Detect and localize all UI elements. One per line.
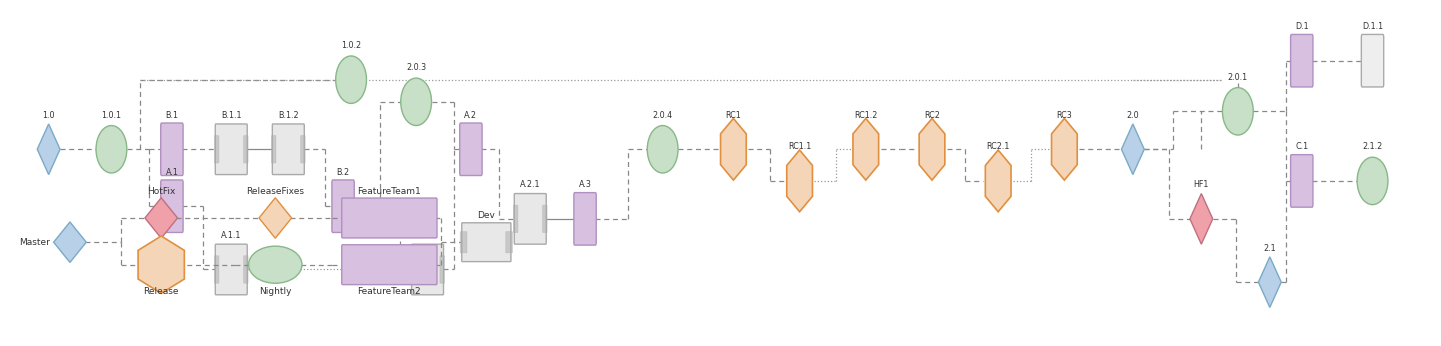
Ellipse shape (647, 126, 679, 173)
FancyBboxPatch shape (1291, 155, 1313, 207)
Text: B.1.1: B.1.1 (220, 111, 242, 120)
Polygon shape (259, 198, 291, 238)
FancyBboxPatch shape (543, 205, 548, 233)
FancyBboxPatch shape (1362, 35, 1383, 87)
Text: A.1.1: A.1.1 (220, 231, 242, 240)
Ellipse shape (401, 78, 431, 126)
Text: A.1.2: A.1.2 (418, 231, 438, 240)
FancyBboxPatch shape (215, 244, 248, 295)
Text: 2.1: 2.1 (1264, 244, 1277, 253)
Polygon shape (37, 124, 61, 175)
Polygon shape (853, 118, 879, 180)
Text: Release: Release (144, 287, 179, 296)
Text: 1.0.1: 1.0.1 (101, 111, 121, 120)
FancyBboxPatch shape (461, 223, 512, 262)
Polygon shape (146, 198, 177, 238)
FancyBboxPatch shape (271, 136, 275, 163)
Text: RC2.1: RC2.1 (987, 143, 1010, 152)
FancyBboxPatch shape (574, 193, 597, 245)
Text: FeatureTeam2: FeatureTeam2 (357, 287, 421, 296)
Text: ReleaseFixes: ReleaseFixes (246, 187, 304, 196)
Text: D.1: D.1 (1295, 22, 1308, 31)
Text: C.1: C.1 (1295, 143, 1308, 152)
FancyBboxPatch shape (161, 180, 183, 233)
FancyBboxPatch shape (272, 124, 304, 175)
FancyBboxPatch shape (244, 256, 248, 283)
Text: RC1: RC1 (725, 111, 741, 120)
Text: A.2: A.2 (464, 111, 477, 120)
Polygon shape (720, 118, 746, 180)
Polygon shape (787, 150, 813, 212)
Ellipse shape (1357, 157, 1388, 204)
Text: RC1.1: RC1.1 (788, 143, 811, 152)
FancyBboxPatch shape (215, 136, 219, 163)
FancyBboxPatch shape (411, 256, 415, 283)
FancyBboxPatch shape (514, 193, 546, 244)
FancyBboxPatch shape (342, 245, 437, 285)
Polygon shape (986, 150, 1012, 212)
Text: A.1: A.1 (166, 168, 179, 177)
Text: Nightly: Nightly (259, 287, 291, 296)
FancyBboxPatch shape (1291, 35, 1313, 87)
Polygon shape (919, 118, 945, 180)
Polygon shape (138, 236, 184, 293)
Ellipse shape (97, 126, 127, 173)
Text: 2.0.1: 2.0.1 (1228, 73, 1248, 82)
Text: RC3: RC3 (1056, 111, 1072, 120)
Text: Dev: Dev (477, 211, 496, 220)
Text: D.1.1: D.1.1 (1362, 22, 1383, 31)
Text: 2.0: 2.0 (1127, 111, 1140, 120)
Text: HotFix: HotFix (147, 187, 176, 196)
Text: FeatureTeam1: FeatureTeam1 (357, 187, 421, 196)
Text: B.1.2: B.1.2 (278, 111, 298, 120)
FancyBboxPatch shape (215, 124, 248, 175)
Text: RC1.2: RC1.2 (855, 111, 878, 120)
Text: Master: Master (19, 238, 50, 247)
Text: HF1: HF1 (1193, 181, 1209, 190)
Ellipse shape (336, 56, 366, 103)
Polygon shape (1121, 124, 1144, 175)
Text: 2.0.3: 2.0.3 (406, 63, 427, 72)
Ellipse shape (1222, 88, 1254, 135)
Text: 2.0.4: 2.0.4 (653, 111, 673, 120)
FancyBboxPatch shape (460, 123, 483, 175)
FancyBboxPatch shape (215, 256, 219, 283)
Polygon shape (1190, 193, 1213, 244)
FancyBboxPatch shape (331, 180, 354, 233)
FancyBboxPatch shape (342, 198, 437, 238)
Text: A.3: A.3 (579, 181, 591, 190)
FancyBboxPatch shape (244, 136, 248, 163)
Polygon shape (1052, 118, 1078, 180)
FancyBboxPatch shape (440, 256, 444, 283)
Text: B.1: B.1 (166, 111, 179, 120)
Polygon shape (53, 222, 86, 263)
Text: B.2: B.2 (337, 168, 350, 177)
FancyBboxPatch shape (161, 123, 183, 175)
Text: RC2: RC2 (924, 111, 940, 120)
Text: 2.1.2: 2.1.2 (1362, 143, 1383, 152)
Ellipse shape (249, 246, 303, 283)
Text: 1.0: 1.0 (42, 111, 55, 120)
Polygon shape (1258, 257, 1281, 308)
Text: A.2.1: A.2.1 (520, 181, 540, 190)
FancyBboxPatch shape (301, 136, 305, 163)
FancyBboxPatch shape (513, 205, 517, 233)
FancyBboxPatch shape (506, 232, 513, 253)
FancyBboxPatch shape (460, 232, 467, 253)
Text: 1.0.2: 1.0.2 (342, 41, 362, 50)
FancyBboxPatch shape (412, 244, 444, 295)
